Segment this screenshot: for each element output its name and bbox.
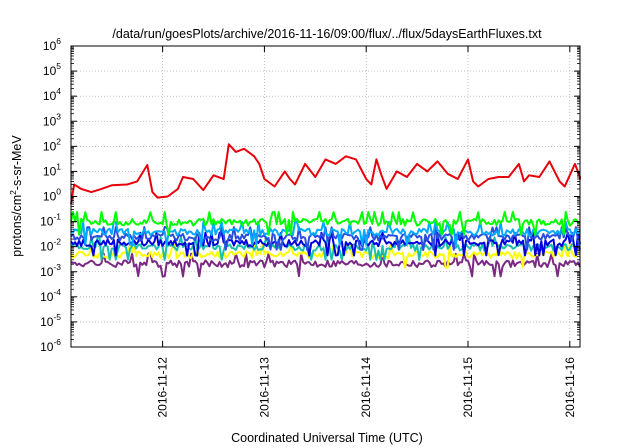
x-tick-label: 2016-11-14 xyxy=(359,357,373,418)
y-tick-base: 10 xyxy=(40,240,54,254)
y-tick-label: 100 xyxy=(43,187,61,204)
y-tick-label: 10-6 xyxy=(40,337,61,354)
y-tick-label: 103 xyxy=(43,111,61,128)
y-tick-exp: 0 xyxy=(56,187,61,197)
y-tick-label: 10-4 xyxy=(40,287,61,304)
y-tick-exp: 4 xyxy=(56,86,61,96)
y-tick-base: 10 xyxy=(40,340,54,354)
y-tick-label: 10-1 xyxy=(40,212,61,229)
y-tick-label: 104 xyxy=(43,86,61,103)
y-axis-label-base: protons/cm xyxy=(10,195,24,257)
y-tick-exp: 1 xyxy=(56,161,61,171)
y-tick-base: 10 xyxy=(43,89,57,103)
series-line xyxy=(70,220,581,246)
y-axis-label-rest: -s-sr-MeV xyxy=(10,135,24,191)
y-tick-exp: -3 xyxy=(53,262,61,272)
y-tick-label: 10-3 xyxy=(40,262,61,279)
y-tick-exp: -5 xyxy=(53,312,61,322)
x-tick-label: 2016-11-16 xyxy=(563,357,577,418)
y-tick-base: 10 xyxy=(43,139,57,153)
y-tick-label: 10-5 xyxy=(40,312,61,329)
y-axis-label: protons/cm2-s-sr-MeV xyxy=(8,135,24,257)
series-group xyxy=(70,143,581,278)
y-tick-exp: -4 xyxy=(53,287,61,297)
x-tick-label: 2016-11-13 xyxy=(257,357,271,418)
x-tick-label: 2016-11-15 xyxy=(461,357,475,418)
y-tick-base: 10 xyxy=(43,190,57,204)
y-tick-label: 106 xyxy=(43,36,61,53)
chart-title: /data/run/goesPlots/archive/2016-11-16/0… xyxy=(112,27,542,41)
y-tick-base: 10 xyxy=(40,215,54,229)
y-tick-exp: 6 xyxy=(56,36,61,46)
x-tick-label: 2016-11-12 xyxy=(156,357,170,418)
y-tick-base: 10 xyxy=(40,290,54,304)
y-axis-ticks: 10610510410310210110010-110-210-310-410-… xyxy=(40,36,580,354)
y-axis-label-sup: 2 xyxy=(8,190,18,195)
x-axis-label: Coordinated Universal Time (UTC) xyxy=(231,431,423,445)
y-tick-label: 105 xyxy=(43,61,61,78)
y-tick-base: 10 xyxy=(40,315,54,329)
series-line xyxy=(70,252,581,278)
y-tick-base: 10 xyxy=(43,64,57,78)
y-tick-exp: 2 xyxy=(56,136,61,146)
y-tick-exp: -1 xyxy=(53,212,61,222)
y-tick-exp: 3 xyxy=(56,111,61,121)
y-tick-label: 101 xyxy=(43,161,61,178)
y-tick-exp: -6 xyxy=(53,337,61,347)
y-tick-label: 10-2 xyxy=(40,237,61,254)
y-tick-label: 102 xyxy=(43,136,61,153)
y-tick-base: 10 xyxy=(43,164,57,178)
grid-lines xyxy=(71,46,580,347)
y-tick-exp: -2 xyxy=(53,237,61,247)
y-tick-base: 10 xyxy=(43,114,57,128)
x-axis-ticks: 2016-11-12 2016-11-13 2016-11-14 2016-11-15… xyxy=(156,46,577,418)
y-tick-base: 10 xyxy=(43,39,57,53)
series-line xyxy=(70,143,581,205)
y-tick-exp: 5 xyxy=(56,61,61,71)
series-line xyxy=(70,236,581,261)
series-line xyxy=(70,210,581,236)
y-tick-base: 10 xyxy=(40,265,54,279)
